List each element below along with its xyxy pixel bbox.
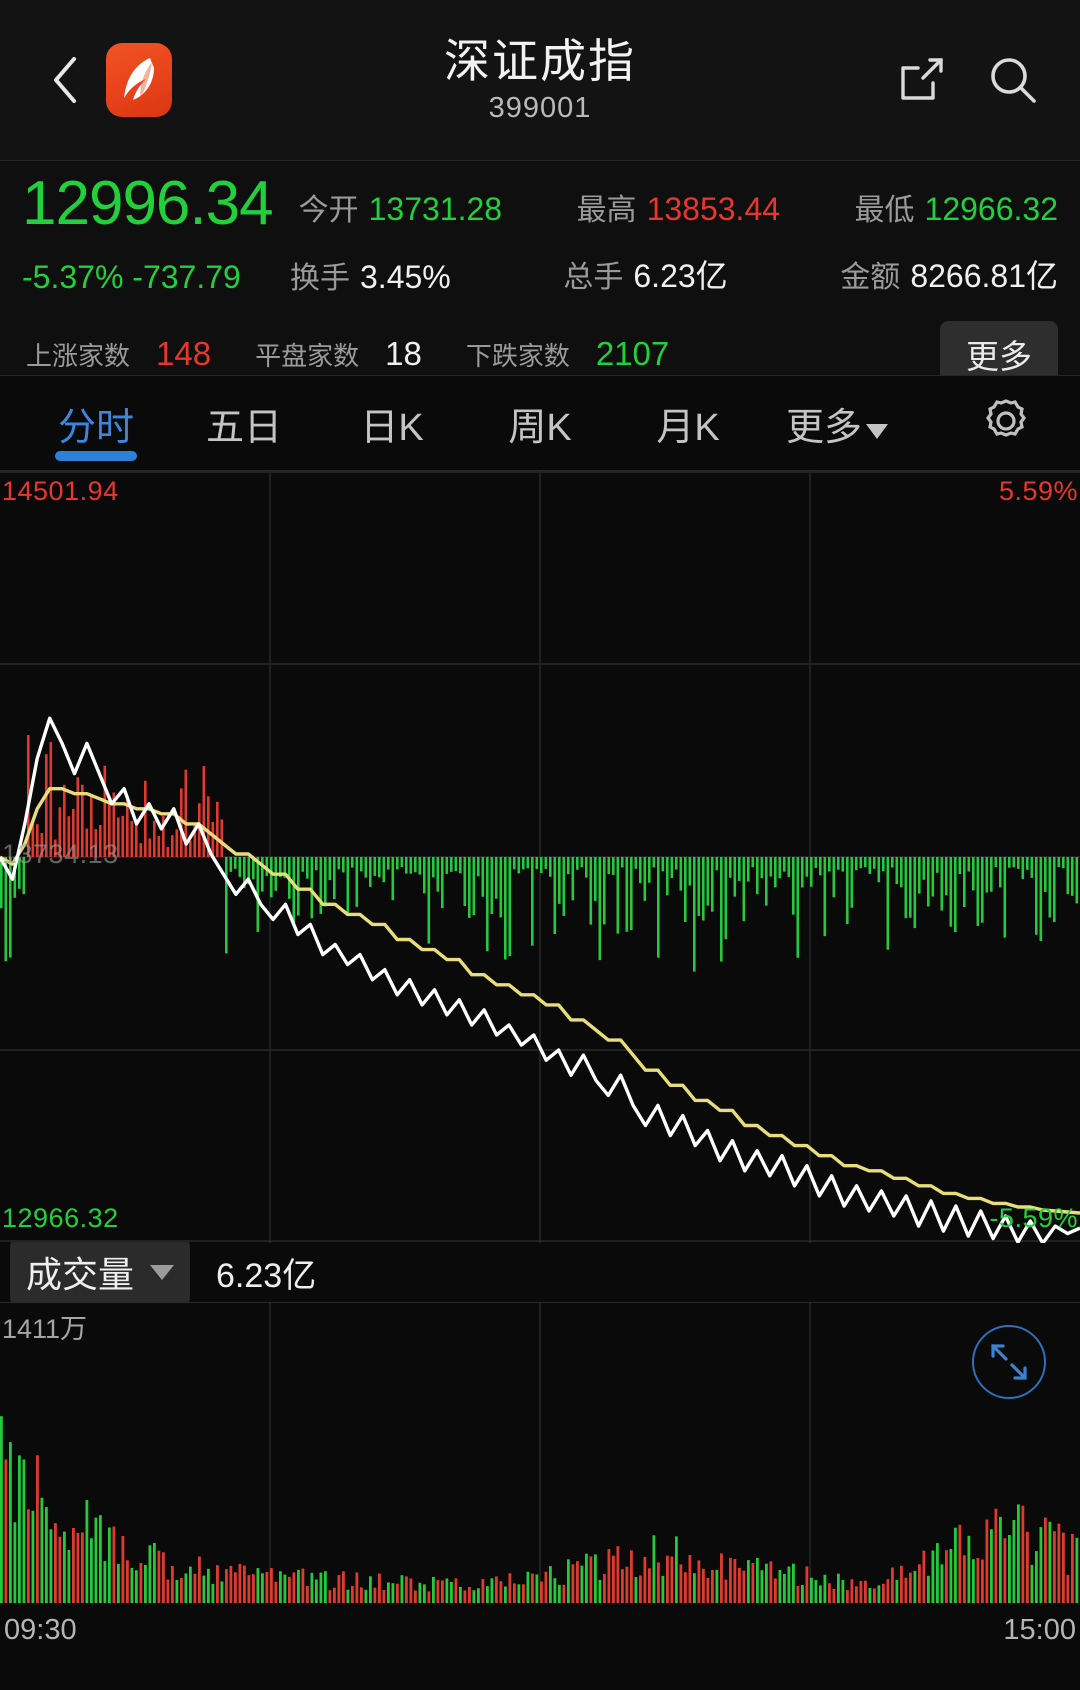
unchanged-pair: 平盘家数 18 bbox=[255, 335, 422, 373]
quote-stats-group: 换手 3.45% 总手 6.23亿 金额 8266.81亿 bbox=[290, 251, 1058, 303]
time-axis: 09:30 15:00 bbox=[0, 1602, 1080, 1658]
open-value: 13731.28 bbox=[368, 191, 503, 227]
axis-bottom-left-label: 12966.32 bbox=[2, 1203, 119, 1233]
last-price: 12996.34 bbox=[22, 169, 274, 238]
tab-fenshi[interactable]: 分时 bbox=[22, 376, 170, 471]
intraday-volume-bars bbox=[0, 735, 1079, 972]
fullscreen-button[interactable] bbox=[972, 1325, 1046, 1399]
turnover-label: 换手 bbox=[290, 262, 350, 295]
decliners-value: 2107 bbox=[595, 335, 670, 372]
advancers-value: 148 bbox=[156, 335, 212, 372]
quote-ohl-group: 今开 13731.28 最高 13853.44 最低 12966.32 bbox=[299, 185, 1058, 235]
app-logo-icon[interactable] bbox=[106, 43, 172, 117]
share-external-icon bbox=[901, 58, 943, 100]
axis-top-left-label: 14501.94 bbox=[2, 476, 119, 506]
volume-value: 6.23亿 bbox=[633, 258, 728, 294]
high-pair: 最高 13853.44 bbox=[577, 185, 780, 229]
volume-indicator-header: 成交量 6.23亿 bbox=[0, 1239, 1080, 1305]
axis-mid-left-label: 13734.13 bbox=[2, 839, 119, 869]
expand-icon bbox=[991, 1344, 1027, 1380]
advancers-pair: 上涨家数 148 bbox=[26, 335, 211, 373]
tab-monthly-k[interactable]: 月K bbox=[656, 406, 720, 449]
chart-tabs: 分时 五日 日K 周K 月K 更多 bbox=[0, 375, 1080, 470]
open-label: 今开 bbox=[298, 194, 359, 227]
volume-chart[interactable]: 1411万 bbox=[0, 1302, 1080, 1603]
axis-top-right-label: 5.59% bbox=[998, 476, 1078, 506]
stock-code: 399001 bbox=[488, 91, 592, 124]
share-button[interactable] bbox=[892, 51, 950, 109]
change-percent: -5.37% bbox=[22, 259, 124, 295]
decliners-label: 下跌家数 bbox=[465, 341, 570, 371]
volume-chart-canvas bbox=[0, 1303, 1079, 1603]
gear-icon bbox=[986, 398, 1026, 437]
chevron-left-icon bbox=[54, 57, 76, 103]
volume-gridlines bbox=[269, 1303, 811, 1603]
price-line bbox=[0, 716, 1080, 1243]
axis-bottom-right-label: -5.59% bbox=[989, 1203, 1078, 1233]
low-pair: 最低 12966.32 bbox=[855, 185, 1058, 229]
tab-five-day[interactable]: 五日 bbox=[205, 406, 282, 449]
amount-label: 金额 bbox=[840, 261, 901, 294]
header-actions bbox=[892, 51, 1042, 109]
amount-value: 8266.81亿 bbox=[910, 258, 1058, 294]
advancers-label: 上涨家数 bbox=[26, 341, 131, 371]
chevron-down-icon bbox=[866, 423, 888, 439]
volume-axis-label: 1411万 bbox=[2, 1314, 88, 1344]
volume-label: 总手 bbox=[563, 261, 624, 294]
price-chart-canvas bbox=[0, 471, 1080, 1243]
tab-fenshi-label: 分时 bbox=[57, 406, 134, 449]
quote-row-primary: 12996.34 今开 13731.28 最高 13853.44 最低 1296… bbox=[22, 173, 1058, 235]
app-header: 深证成指 399001 bbox=[0, 0, 1080, 160]
turnover-pair: 换手 3.45% bbox=[290, 253, 451, 297]
open-pair: 今开 13731.28 bbox=[299, 185, 502, 229]
volume-total-value: 6.23亿 bbox=[216, 1256, 317, 1295]
quote-panel: 12996.34 今开 13731.28 最高 13853.44 最低 1296… bbox=[0, 160, 1080, 387]
chart-settings-button[interactable] bbox=[978, 393, 1034, 454]
back-button[interactable] bbox=[30, 54, 100, 106]
volume-pair: 总手 6.23亿 bbox=[563, 251, 727, 297]
time-axis-end: 15:00 bbox=[1003, 1613, 1076, 1646]
unchanged-label: 平盘家数 bbox=[255, 341, 360, 371]
chevron-down-icon bbox=[150, 1264, 175, 1280]
page-title: 深证成指 bbox=[444, 35, 636, 88]
feather-logo-icon bbox=[124, 58, 154, 100]
turnover-value: 3.45% bbox=[360, 259, 451, 295]
volume-indicator-selector[interactable]: 成交量 bbox=[10, 1239, 191, 1305]
change-summary: -5.37% -737.79 bbox=[22, 259, 290, 296]
active-tab-indicator bbox=[55, 450, 137, 461]
tab-more-label: 更多 bbox=[785, 406, 862, 449]
search-icon bbox=[991, 58, 1036, 103]
search-button[interactable] bbox=[984, 51, 1042, 109]
tab-weekly-k[interactable]: 周K bbox=[508, 406, 572, 449]
average-line bbox=[0, 787, 1080, 1215]
change-value: -737.79 bbox=[132, 259, 241, 295]
unchanged-value: 18 bbox=[385, 335, 422, 372]
volume-bars bbox=[0, 1416, 1079, 1603]
tab-more[interactable]: 更多 bbox=[762, 376, 912, 471]
time-axis-start: 09:30 bbox=[4, 1613, 77, 1646]
decliners-pair: 下跌家数 2107 bbox=[466, 335, 669, 373]
high-label: 最高 bbox=[576, 194, 637, 227]
price-chart[interactable]: 14501.94 5.59% 13734.13 12966.32 -5.59% bbox=[0, 470, 1080, 1243]
quote-row-change: -5.37% -737.79 换手 3.45% 总手 6.23亿 金额 8266… bbox=[22, 251, 1058, 303]
high-value: 13853.44 bbox=[646, 191, 781, 227]
tab-daily-k[interactable]: 日K bbox=[360, 406, 424, 449]
volume-indicator-label: 成交量 bbox=[26, 1254, 135, 1295]
low-value: 12966.32 bbox=[924, 191, 1058, 227]
low-label: 最低 bbox=[854, 194, 915, 227]
amount-pair: 金额 8266.81亿 bbox=[840, 251, 1058, 297]
